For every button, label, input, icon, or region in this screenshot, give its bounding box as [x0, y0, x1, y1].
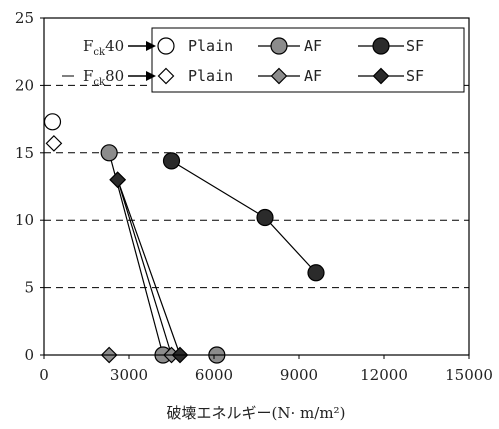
y-axis: 0 5 10 15 20 25 — [15, 9, 44, 364]
fck80-af-line — [117, 179, 173, 356]
plot-frame — [43, 17, 470, 356]
legend-box — [151, 27, 465, 93]
legend-label-sf: SF — [406, 67, 424, 85]
x-tick-label: 6000 — [195, 366, 233, 384]
legend-label-af: AF — [304, 67, 322, 85]
y-tick-label: 25 — [15, 9, 34, 27]
fck80-sf-line — [117, 179, 181, 356]
fck40-sf-line — [171, 160, 317, 274]
legend-marker-sf — [372, 37, 390, 55]
x-axis-label: 破壊エネルギー(N· m/m²) — [167, 404, 346, 422]
legend-arrowhead — [146, 41, 156, 51]
fck80-plain-point — [45, 135, 63, 152]
x-tick-label: 9000 — [280, 366, 318, 384]
legend: Fck40 Plain AF SF Fck80 Plain AF SF — [62, 27, 465, 93]
fck40-sf-point — [162, 152, 181, 170]
legend-marker-af — [270, 67, 288, 85]
legend-label-sf: SF — [406, 37, 424, 55]
x-tick-label: 15000 — [445, 366, 493, 384]
y-tick-label: 15 — [15, 144, 34, 162]
legend-label-plain: Plain — [188, 37, 233, 55]
grid-lines — [44, 84, 469, 289]
y-tick-label: 20 — [15, 76, 34, 94]
legend-group-label: Fck80 — [83, 67, 124, 88]
legend-marker-plain — [157, 37, 175, 55]
legend-marker-plain — [157, 67, 175, 85]
x-tick-label: 12000 — [360, 366, 408, 384]
y-tick-label: 5 — [24, 279, 34, 297]
y-tick-label: 0 — [24, 346, 34, 364]
legend-label-af: AF — [304, 37, 322, 55]
data-points — [43, 113, 325, 364]
legend-label-plain: Plain — [188, 67, 233, 85]
y-tick-label: 10 — [15, 211, 34, 229]
series-lines — [108, 152, 317, 356]
legend-marker-sf — [372, 67, 390, 85]
legend-marker-af — [270, 37, 288, 55]
fck40-sf-point — [307, 264, 325, 282]
legend-arrowhead — [146, 71, 156, 81]
fck80-sf-point — [109, 171, 127, 189]
x-axis: 0 3000 6000 9000 12000 15000 — [39, 355, 493, 384]
x-tick-label: 0 — [39, 366, 49, 384]
fck40-plain-point — [43, 113, 62, 131]
x-tick-label: 3000 — [110, 366, 148, 384]
legend-group-label: Fck40 — [83, 37, 124, 58]
fck40-af-point — [100, 144, 118, 162]
fck40-sf-point — [256, 208, 274, 227]
